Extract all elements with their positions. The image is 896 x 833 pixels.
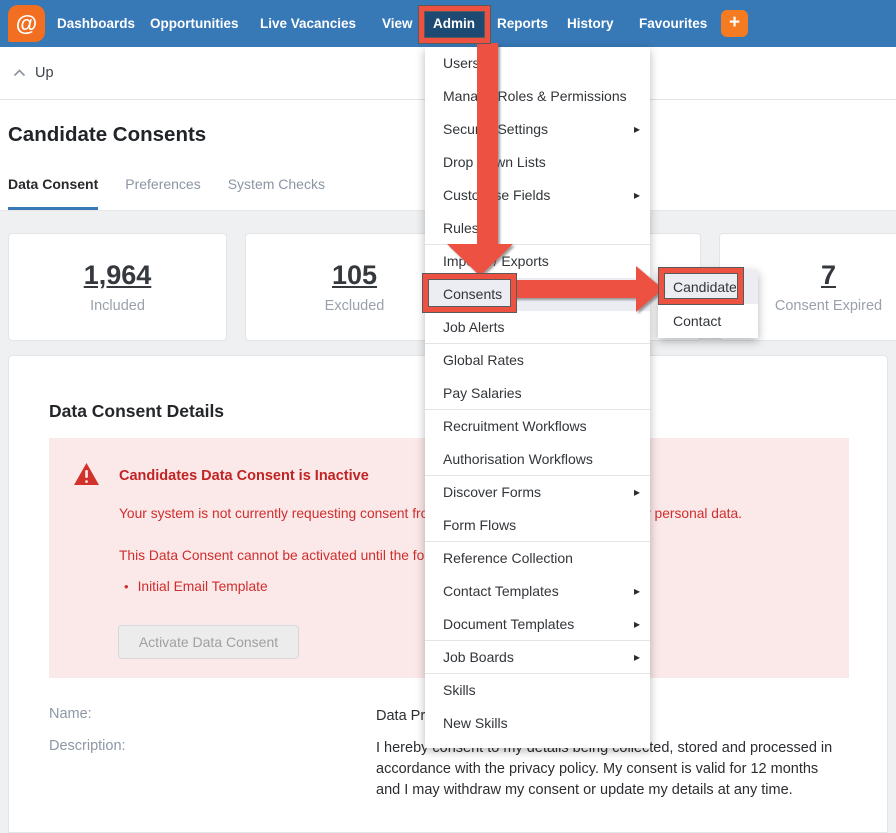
menu-item[interactable]: Drop Down Lists bbox=[443, 154, 546, 170]
stat-card: 1,964 Included bbox=[8, 233, 227, 341]
menu-item[interactable]: New Skills bbox=[443, 715, 508, 731]
nav-item[interactable]: Admin bbox=[421, 6, 487, 42]
alert-title: Candidates Data Consent is Inactive bbox=[119, 468, 369, 484]
menu-item[interactable]: Customise Fields bbox=[425, 179, 650, 212]
nav-item[interactable]: Dashboards bbox=[57, 16, 136, 31]
stat-label: Excluded bbox=[324, 298, 385, 314]
nav-item[interactable]: Favourites bbox=[639, 16, 708, 31]
stat-value-link[interactable]: 1,964 bbox=[83, 260, 152, 290]
menu-item[interactable]: Global Rates bbox=[443, 352, 524, 368]
activate-data-consent-button[interactable]: Activate Data Consent bbox=[118, 625, 299, 659]
bullet-dot: • bbox=[124, 579, 129, 594]
field-label: Description: bbox=[49, 738, 126, 754]
menu-item[interactable]: Recruitment Workflows bbox=[443, 418, 587, 434]
field-row: Description: I hereby consent to my deta… bbox=[49, 738, 859, 801]
alert-bullet-label: Initial Email Template bbox=[137, 579, 268, 594]
arrow-right-shaft bbox=[512, 280, 638, 298]
menu-item[interactable]: Pay Salaries bbox=[425, 377, 650, 410]
admin-dropdown-menu: Users Manage Roles & Permissions Security … bbox=[425, 47, 650, 748]
menu-item[interactable]: Authorisation Workflows bbox=[425, 443, 650, 476]
menu-item[interactable]: Contact Templates bbox=[425, 575, 650, 608]
tab[interactable]: Preferences bbox=[125, 176, 201, 192]
menu-item[interactable]: Job Alerts bbox=[425, 311, 650, 344]
warning-icon bbox=[73, 462, 100, 491]
arrow-down-shaft bbox=[477, 43, 498, 245]
admin-highlight-box bbox=[419, 6, 490, 43]
panel-heading: Data Consent Details bbox=[49, 401, 225, 421]
nav-item[interactable]: Live Vacancies bbox=[260, 16, 357, 31]
tab[interactable]: Data Consent bbox=[8, 176, 99, 210]
stat-label: Included bbox=[90, 298, 145, 314]
arrow-down-head-icon bbox=[447, 244, 513, 276]
field-value: I hereby consent to my details being col… bbox=[376, 740, 833, 798]
arrow-right-head-icon bbox=[636, 266, 663, 312]
consents-submenu: Candidate Contact bbox=[658, 270, 758, 338]
nav-item[interactable]: Opportunities bbox=[150, 16, 239, 31]
menu-item[interactable]: Job Boards bbox=[425, 641, 650, 674]
add-button[interactable]: + bbox=[721, 10, 748, 37]
tab-bar: Data Consent Preferences System Checks bbox=[8, 176, 325, 210]
menu-item[interactable]: Document Templates bbox=[425, 608, 650, 641]
menu-item[interactable]: Rules bbox=[425, 212, 650, 245]
menu-item[interactable]: Manage Roles & Permissions bbox=[443, 88, 627, 104]
submenu-item[interactable]: Contact bbox=[673, 313, 722, 329]
consents-highlight-box bbox=[423, 274, 516, 312]
alert-bullet-item: • Initial Email Template bbox=[124, 579, 268, 594]
menu-item[interactable]: Discover Forms bbox=[425, 476, 650, 509]
nav-item[interactable]: History bbox=[567, 16, 614, 31]
menu-item[interactable]: Reference Collection bbox=[443, 550, 573, 566]
nav-item[interactable]: View bbox=[382, 16, 413, 31]
stat-value-link[interactable]: 7 bbox=[820, 260, 837, 290]
stat-label: Consent Expired bbox=[774, 298, 883, 314]
stat-value-link[interactable]: 105 bbox=[331, 260, 378, 290]
tab[interactable]: System Checks bbox=[227, 176, 325, 192]
nav-items: Dashboards Opportunities Live Vacancies Vie… bbox=[0, 0, 896, 47]
menu-item[interactable]: Form Flows bbox=[425, 509, 650, 542]
menu-item[interactable]: Users bbox=[443, 55, 480, 71]
chevron-up-icon bbox=[13, 64, 26, 82]
breadcrumb-label: Up bbox=[35, 65, 54, 81]
menu-item[interactable]: Security Settings bbox=[425, 113, 650, 146]
menu-item[interactable]: Skills bbox=[443, 682, 476, 698]
nav-item[interactable]: Reports bbox=[497, 16, 549, 31]
page-title: Candidate Consents bbox=[8, 123, 207, 146]
candidate-highlight-box bbox=[659, 268, 743, 304]
field-label: Name: bbox=[49, 706, 92, 722]
app-logo[interactable]: @ bbox=[8, 5, 45, 42]
